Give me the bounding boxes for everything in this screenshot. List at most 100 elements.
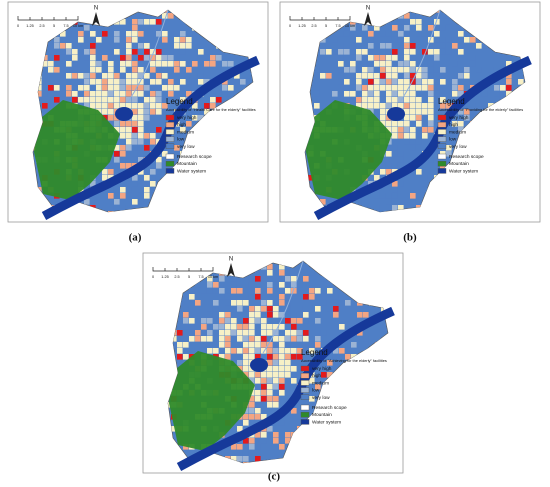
grid-cell [150, 61, 156, 67]
grid-cell [168, 91, 174, 97]
grid-cell [327, 306, 333, 312]
grid-cell [314, 103, 320, 109]
grid-cell [452, 61, 458, 67]
grid-cell [156, 25, 162, 31]
grid-cell [422, 43, 428, 49]
legend-swatch [165, 136, 175, 142]
grid-cell [321, 378, 327, 384]
grid-cell [108, 103, 114, 109]
grid-cell [132, 151, 138, 157]
grid-cell [96, 103, 102, 109]
grid-cell [150, 55, 156, 61]
scale-label: 0 [17, 24, 19, 28]
grid-cell [362, 73, 368, 79]
grid-cell [374, 205, 380, 211]
grid-cell [201, 324, 207, 330]
grid-cell [243, 318, 249, 324]
grid-cell [326, 73, 332, 79]
grid-cell [108, 55, 114, 61]
grid-cell [297, 414, 303, 420]
grid-cell [192, 85, 198, 91]
grid-cell [114, 79, 120, 85]
grid-cell [108, 49, 114, 55]
grid-cell [84, 73, 90, 79]
grid-cell [213, 282, 219, 288]
grid-cell [243, 438, 249, 444]
grid-cell [392, 151, 398, 157]
grid-cell [243, 330, 249, 336]
grid-cell [150, 163, 156, 169]
legend-swatch [437, 122, 447, 128]
grid-cell [267, 390, 273, 396]
grid-cell [356, 55, 362, 61]
grid-cell [237, 444, 243, 450]
grid-cell [452, 43, 458, 49]
grid-cell [261, 336, 267, 342]
grid-cell [434, 85, 440, 91]
legend-swatch [300, 373, 310, 379]
grid-cell [398, 91, 404, 97]
grid-cell [108, 109, 114, 115]
grid-cell [279, 270, 285, 276]
grid-cell [398, 61, 404, 67]
grid-cell [267, 372, 273, 378]
grid-cell [398, 103, 404, 109]
grid-cell [386, 163, 392, 169]
grid-cell [108, 31, 114, 37]
grid-cell [309, 342, 315, 348]
grid-cell [315, 330, 321, 336]
grid-cell [42, 103, 48, 109]
grid-cell [228, 85, 234, 91]
north-arrow [364, 12, 372, 26]
grid-cell [440, 79, 446, 85]
grid-cell [285, 384, 291, 390]
legend-swatch [300, 380, 310, 386]
legend-swatch [165, 114, 175, 121]
grid-cell [210, 55, 216, 61]
grid-cell [279, 300, 285, 306]
grid-cell [392, 181, 398, 187]
grid-cell [186, 67, 192, 73]
grid-cell [285, 318, 291, 324]
grid-cell [446, 139, 452, 145]
grid-cell [150, 175, 156, 181]
grid-cell [255, 294, 261, 300]
grid-cell [267, 288, 273, 294]
grid-cell [410, 55, 416, 61]
grid-cell [410, 85, 416, 91]
grid-cell [416, 139, 422, 145]
grid-cell [434, 25, 440, 31]
legend-swatch [437, 161, 447, 167]
grid-cell [138, 49, 144, 55]
grid-cell [243, 306, 249, 312]
grid-cell [446, 49, 452, 55]
grid-cell [291, 378, 297, 384]
grid-cell [338, 97, 344, 103]
grid-cell [446, 151, 452, 157]
grid-cell [48, 67, 54, 73]
scale-bar [17, 16, 79, 21]
grid-cell [96, 85, 102, 91]
grid-cell [350, 37, 356, 43]
grid-cell [180, 79, 186, 85]
grid-cell [285, 276, 291, 282]
grid-cell [234, 73, 240, 79]
grid-cell [267, 426, 273, 432]
grid-cell [392, 25, 398, 31]
grid-cell [518, 73, 524, 79]
grid-cell [285, 348, 291, 354]
grid-cell [404, 31, 410, 37]
grid-cell [231, 294, 237, 300]
grid-cell [180, 127, 186, 133]
grid-cell [482, 43, 488, 49]
grid-cell [362, 61, 368, 67]
grid-cell [320, 73, 326, 79]
grid-cell [506, 73, 512, 79]
grid-cell [255, 288, 261, 294]
grid-cell [255, 336, 261, 342]
grid-cell [72, 49, 78, 55]
grid-cell [357, 318, 363, 324]
grid-cell [249, 414, 255, 420]
grid-cell [162, 61, 168, 67]
